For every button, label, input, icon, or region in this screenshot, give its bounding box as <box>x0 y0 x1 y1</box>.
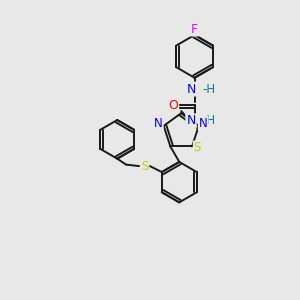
Text: O: O <box>168 99 178 112</box>
Text: -H: -H <box>202 114 215 128</box>
Text: F: F <box>191 22 198 35</box>
Text: S: S <box>194 142 201 154</box>
Text: S: S <box>141 160 148 172</box>
Text: N: N <box>186 82 196 96</box>
Text: N: N <box>199 117 208 130</box>
Text: N: N <box>186 114 196 128</box>
Text: -H: -H <box>202 82 215 96</box>
Text: N: N <box>154 117 163 130</box>
